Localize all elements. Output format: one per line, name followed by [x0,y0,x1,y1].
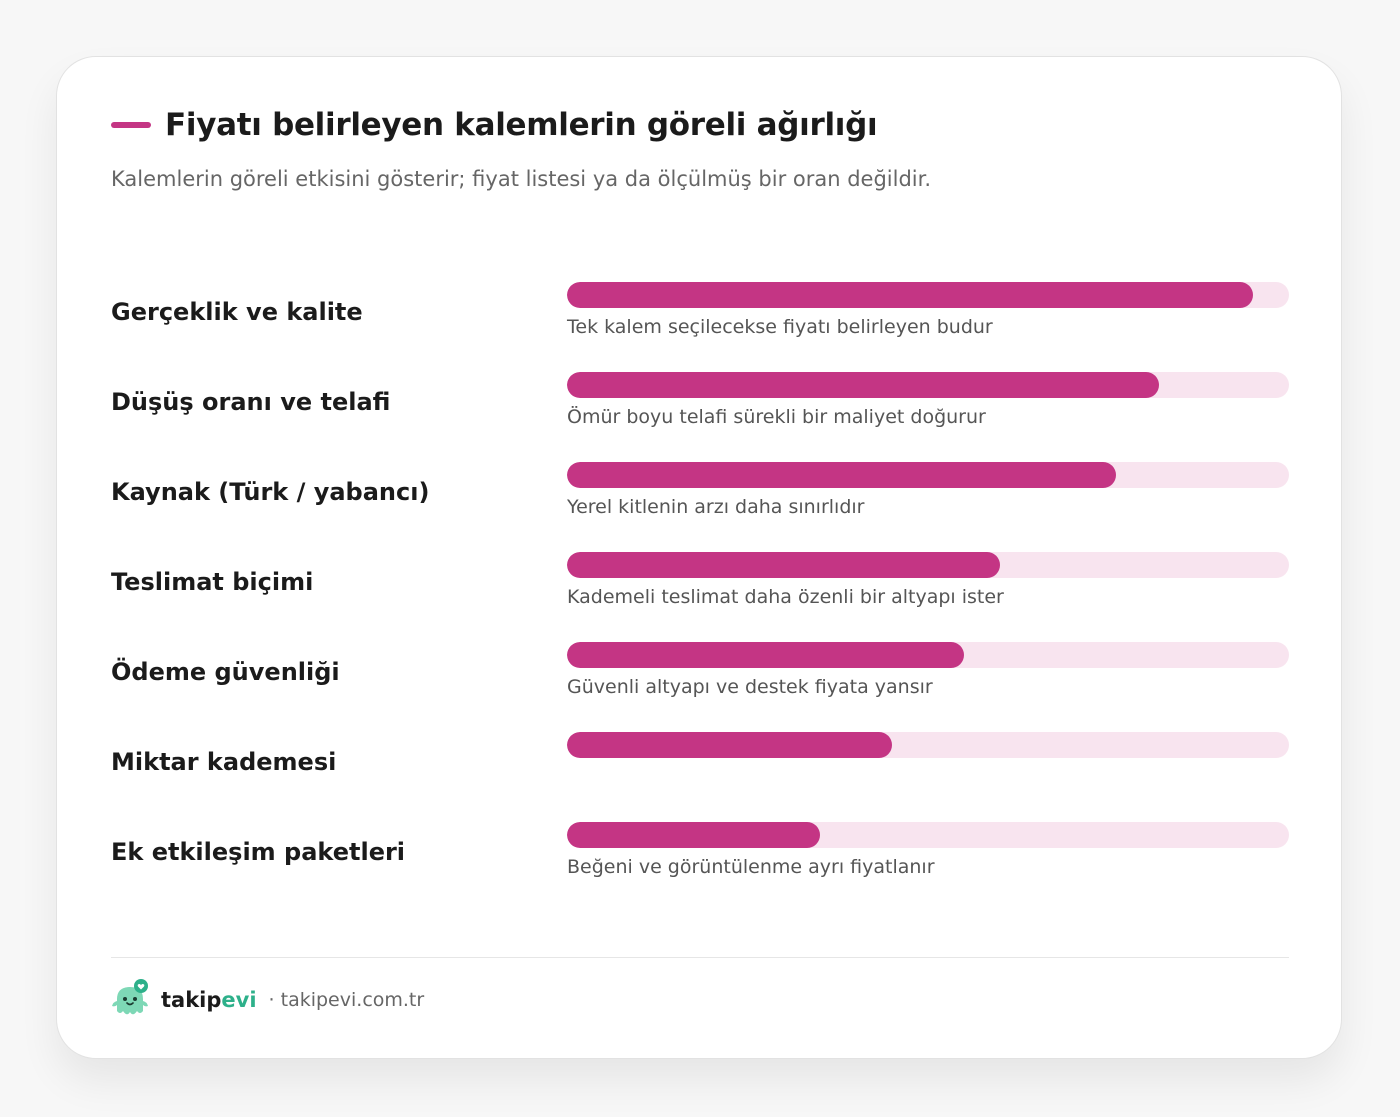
bar-note: Ömür boyu telafi sürekli bir maliyet doğ… [567,406,986,428]
chart-subtitle: Kalemlerin göreli etkisini gösterir; fiy… [111,167,932,191]
bar-row: Teslimat biçimi Kademeli teslimat daha öz… [111,552,1289,642]
brand-name: takipevi [161,988,257,1012]
footer-divider [111,957,1289,958]
bar-row: Ödeme güvenliği Güvenli altyapı ve destek… [111,642,1289,732]
category-label: Ödeme güvenliği [111,658,340,686]
bar-row: Ek etkileşim paketleri Beğeni ve görüntül… [111,822,1289,912]
bar-track [567,552,1289,578]
category-label: Gerçeklik ve kalite [111,298,363,326]
bar-note: Beğeni ve görüntülenme ayrı fiyatlanır [567,856,935,878]
title-row: Fiyatı belirleyen kalemlerin göreli ağır… [111,107,878,143]
bar-track [567,732,1289,758]
bar-note: Güvenli altyapı ve destek fiyata yansır [567,676,933,698]
category-label: Düşüş oranı ve telafi [111,388,391,416]
bar-note: Yerel kitlenin arzı daha sınırlıdır [567,496,865,518]
bar-fill [567,552,1000,578]
bar-fill [567,372,1159,398]
bar-row: Kaynak (Türk / yabancı) Yerel kitlenin ar… [111,462,1289,552]
site-url: · takipevi.com.tr [268,989,425,1011]
bar-fill [567,822,820,848]
bar-track [567,822,1289,848]
bar-row: Gerçeklik ve kalite Tek kalem seçilecekse… [111,282,1289,372]
bar-fill [567,642,964,668]
bar-row: Miktar kademesi [111,732,1289,822]
bar-fill [567,732,892,758]
bar-track [567,282,1289,308]
bar-row: Düşüş oranı ve telafi Ömür boyu telafi sü… [111,372,1289,462]
category-label: Ek etkileşim paketleri [111,838,406,866]
category-label: Kaynak (Türk / yabancı) [111,478,430,506]
bar-track [567,372,1289,398]
bar-track [567,462,1289,488]
category-label: Miktar kademesi [111,748,337,776]
footer: takipevi · takipevi.com.tr [111,977,424,1023]
chart-card: Fiyatı belirleyen kalemlerin göreli ağır… [56,56,1342,1059]
bar-note: Kademeli teslimat daha özenli bir altyap… [567,586,1004,608]
brand-prefix: takip [161,988,222,1012]
title-accent-bar [111,122,151,128]
bar-note: Tek kalem seçilecekse fiyatı belirleyen … [567,316,993,338]
category-label: Teslimat biçimi [111,568,314,596]
brand-suffix: evi [221,988,257,1012]
chart-title: Fiyatı belirleyen kalemlerin göreli ağır… [165,107,878,143]
mascot-logo-icon [112,979,148,1015]
bar-fill [567,282,1253,308]
bar-track [567,642,1289,668]
bar-fill [567,462,1116,488]
